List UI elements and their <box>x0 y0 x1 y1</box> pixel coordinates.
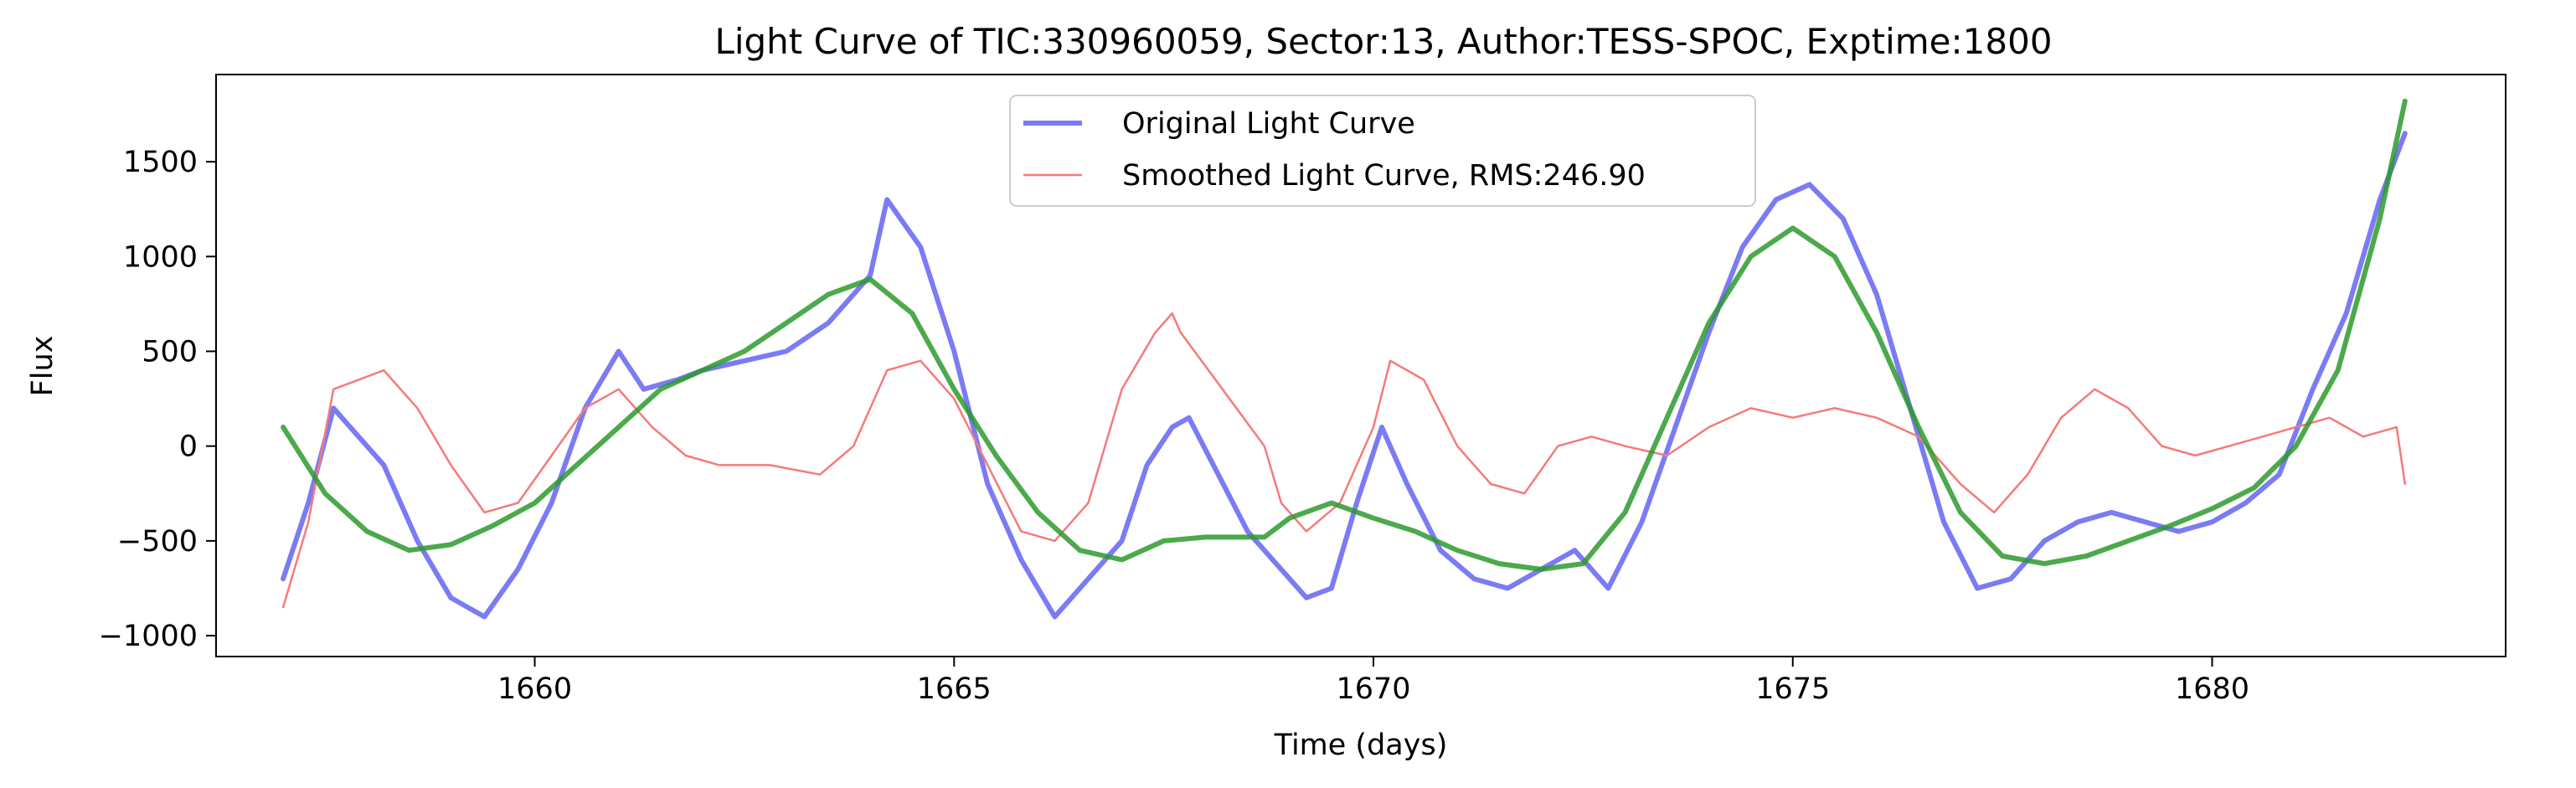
x-tick-label: 1665 <box>917 672 992 706</box>
plot-frame <box>215 74 2506 657</box>
y-tick-label: −1000 <box>99 620 198 653</box>
x-axis-label: Time (days) <box>1274 729 1448 762</box>
series-smoothed-light-curve <box>281 312 2407 609</box>
plot-series <box>281 98 2408 620</box>
series-original-light-curve <box>281 131 2408 620</box>
legend-label-original: Original Light Curve <box>1122 107 1415 141</box>
x-tick-label: 1680 <box>2175 672 2249 706</box>
y-tick-label: 0 <box>179 430 198 464</box>
y-axis: −1000 −500 0 500 1000 1500 <box>99 146 216 653</box>
y-tick-label: −500 <box>117 525 198 559</box>
x-tick-label: 1675 <box>1755 672 1830 706</box>
y-axis-label: Flux <box>26 336 59 397</box>
x-tick-label: 1660 <box>497 672 572 706</box>
series-fit-curve <box>281 98 2408 572</box>
y-tick-label: 500 <box>142 336 198 369</box>
x-tick-label: 1670 <box>1336 672 1410 706</box>
chart-title: Light Curve of TIC:330960059, Sector:13,… <box>714 21 2052 62</box>
x-axis: 1660 1665 1670 1675 1680 <box>497 657 2249 706</box>
y-tick-label: 1500 <box>123 146 198 179</box>
legend: Original Light Curve Smoothed Light Curv… <box>1009 95 1756 207</box>
y-tick-label: 1000 <box>123 240 198 274</box>
legend-frame <box>1009 95 1756 207</box>
legend-label-smoothed: Smoothed Light Curve, RMS:246.90 <box>1122 159 1646 193</box>
